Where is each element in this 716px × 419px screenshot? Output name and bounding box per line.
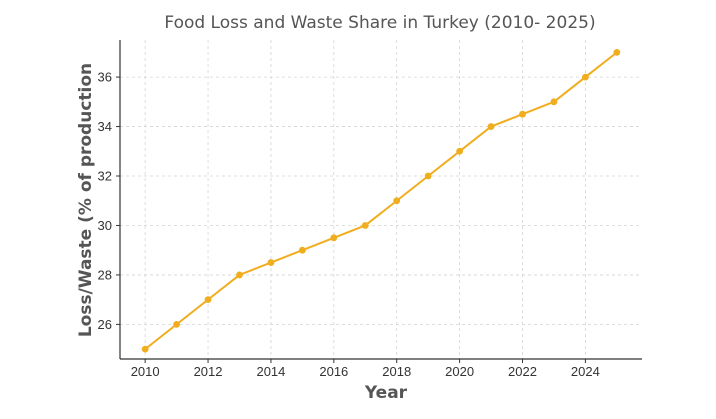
series-layer — [141, 48, 621, 353]
data-point — [173, 320, 181, 328]
y-tick-label: 26 — [98, 317, 112, 332]
series-line — [144, 51, 618, 350]
data-point — [487, 123, 495, 130]
grid — [120, 40, 642, 359]
data-point — [204, 296, 212, 304]
x-tick-label: 2010 — [131, 364, 160, 379]
y-tick-label: 34 — [98, 119, 112, 134]
x-tick-label: 2018 — [382, 364, 411, 379]
chart-title: Food Loss and Waste Share in Turkey (201… — [164, 13, 595, 33]
y-tick-label: 32 — [98, 169, 112, 184]
y-axis-label: Loss/Waste (% of production — [76, 63, 96, 337]
data-point — [550, 98, 558, 106]
data-point — [519, 110, 526, 118]
data-point — [456, 147, 464, 155]
x-tick-label: 2024 — [571, 364, 600, 379]
axes — [119, 40, 642, 360]
data-point — [267, 259, 275, 266]
data-point — [236, 271, 243, 279]
data-point — [330, 234, 338, 242]
x-tick-label: 2016 — [319, 364, 348, 379]
y-tick-label: 30 — [98, 218, 112, 233]
data-point — [581, 73, 589, 81]
y-tick-label: 36 — [98, 70, 112, 85]
x-tick-label: 2012 — [194, 364, 223, 379]
x-tick-label: 2022 — [508, 364, 537, 379]
x-tick-label: 2020 — [445, 364, 474, 379]
data-point — [141, 345, 149, 353]
y-tick-label: 28 — [98, 267, 112, 282]
x-axis-label: Year — [364, 383, 408, 403]
data-point — [361, 222, 369, 229]
data-point — [393, 197, 401, 205]
data-point — [613, 48, 621, 56]
ticks: 2010 2012 2014 2016 2018 2020 2022 2024 26 28 30 32… — [98, 70, 600, 379]
data-point — [298, 246, 306, 254]
data-point — [424, 172, 432, 180]
x-tick-label: 2014 — [256, 364, 285, 379]
